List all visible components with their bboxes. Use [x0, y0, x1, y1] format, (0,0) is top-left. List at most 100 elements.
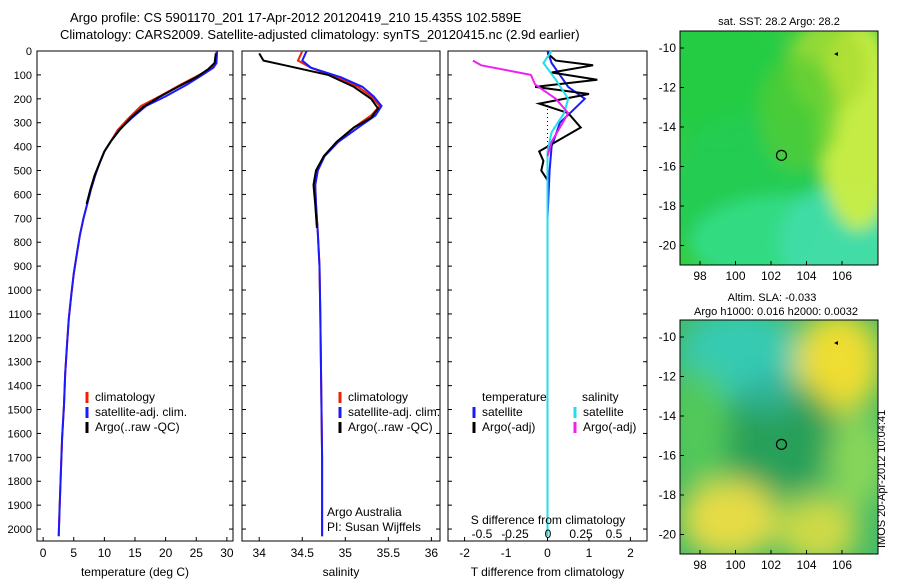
- xtick-label: 20: [159, 546, 173, 560]
- map-ytick-label: -18: [659, 199, 677, 213]
- legend-temp-title: temperature: [482, 390, 547, 404]
- ytick-label: 300: [14, 118, 32, 130]
- map-blob: [680, 366, 730, 484]
- legend-temp-label: climatology: [95, 390, 155, 404]
- series-line-3: [85, 53, 217, 205]
- xtick-label: -2: [459, 546, 470, 560]
- series-line-3: [258, 52, 380, 228]
- ytick-label: 400: [14, 142, 32, 154]
- xtick2-label: -0.5: [472, 527, 493, 541]
- xtick-label: 1: [586, 546, 593, 560]
- ytick-label: 1500: [8, 405, 32, 417]
- xtick-label: 34: [253, 546, 267, 560]
- map-ytick-label: -10: [659, 330, 677, 344]
- map-xtick-label: 100: [725, 558, 745, 572]
- panel-frame-salinity: [241, 50, 441, 542]
- map-ytick-label: -18: [659, 488, 677, 502]
- x-axis-label: T difference from climatology: [471, 565, 625, 579]
- ytick-label: 600: [14, 189, 32, 201]
- map-ytick-label: -12: [659, 81, 677, 95]
- ytick-label: 1300: [8, 357, 32, 369]
- map-xtick-label: 102: [761, 269, 781, 283]
- sst-map-title: sat. SST: 28.2 Argo: 28.2: [718, 16, 840, 28]
- ytick-label: 2000: [8, 524, 32, 536]
- map-blob: [719, 378, 839, 496]
- map-ytick-label: -10: [659, 41, 677, 55]
- xtick-label: 35.5: [377, 546, 401, 560]
- ytick-label: 100: [14, 70, 32, 82]
- ytick-label: 1700: [8, 452, 32, 464]
- legend-diff-label: Argo(-adj): [583, 420, 636, 434]
- ytick-label: 700: [14, 213, 32, 225]
- legend-temp-label: Argo(..raw -QC): [95, 420, 180, 434]
- map-field: [680, 31, 878, 265]
- map-xtick-label: 104: [796, 558, 816, 572]
- xtick2-label: -0.25: [501, 527, 529, 541]
- ytick-label: 1600: [8, 428, 32, 440]
- map-xtick-label: 106: [832, 558, 852, 572]
- map-field: [680, 320, 878, 554]
- xtick2-label: 0: [545, 527, 552, 541]
- annotation-line-1: Argo Australia: [327, 505, 402, 519]
- map-blob: [759, 54, 839, 172]
- xtick-label: 10: [98, 546, 112, 560]
- map-xtick-label: 104: [796, 269, 816, 283]
- ytick-label: 0: [26, 46, 32, 58]
- map-blob: [779, 495, 859, 554]
- legend-diff-label: satellite: [583, 405, 624, 419]
- xtick-label: 35: [339, 546, 353, 560]
- map-blob: [739, 366, 799, 414]
- ytick-label: 200: [14, 94, 32, 106]
- argo-position-marker: [775, 438, 788, 450]
- map-blob: [828, 413, 878, 508]
- map-blob: [680, 479, 779, 554]
- map-ytick-label: -14: [659, 120, 677, 134]
- ytick-label: 1800: [8, 476, 32, 488]
- xtick-label: 25: [190, 546, 204, 560]
- map-ytick-label: -20: [659, 239, 677, 253]
- legend-sal-label: satellite-adj. clim.: [348, 405, 440, 419]
- legend-temp-label: satellite-adj. clim.: [95, 405, 187, 419]
- map-ytick-label: -14: [659, 409, 677, 423]
- map-xtick-label: 98: [693, 269, 707, 283]
- arrow-marker: [834, 52, 838, 56]
- map-xtick-label: 102: [761, 558, 781, 572]
- legend-diff-label: Argo(-adj): [482, 420, 535, 434]
- annotation-line-2: PI: Susan Wijffels: [327, 520, 421, 534]
- map-frame: [679, 319, 879, 555]
- xtick-label: 15: [128, 546, 142, 560]
- sla-map-title-2: Argo h1000: 0.016 h2000: 0.0032: [694, 306, 858, 318]
- legend-diff-label: satellite: [482, 405, 523, 419]
- series-line-3: [542, 50, 570, 537]
- map-ytick-label: -16: [659, 449, 677, 463]
- series-line-4: [472, 59, 570, 157]
- x-axis-label: temperature (deg C): [81, 565, 189, 579]
- map-xtick-label: 106: [832, 269, 852, 283]
- ytick-label: 800: [14, 237, 32, 249]
- legend-sal-label: Argo(..raw -QC): [348, 420, 433, 434]
- argo-position-marker: [775, 149, 788, 161]
- ytick-label: 1400: [8, 381, 32, 393]
- map-ytick-label: -20: [659, 528, 677, 542]
- map-frame: [679, 30, 879, 266]
- panel-frame-temperature: [36, 50, 234, 542]
- ytick-label: 1100: [8, 309, 32, 321]
- map-ytick-label: -16: [659, 160, 677, 174]
- map-xtick-label: 98: [693, 558, 707, 572]
- x-axis-label: salinity: [323, 565, 360, 579]
- xtick-label: 2: [627, 546, 634, 560]
- xtick-label: -1: [501, 546, 512, 560]
- title-line-2: Climatology: CARS2009. Satellite-adjuste…: [60, 27, 580, 42]
- ytick-label: 500: [14, 166, 32, 178]
- xtick2-label: 0.25: [569, 527, 593, 541]
- ytick-label: 1900: [8, 500, 32, 512]
- series-line-2: [534, 52, 598, 204]
- ytick-label: 1200: [8, 333, 32, 345]
- title-line-1: Argo profile: CS 5901170_201 17-Apr-2012…: [70, 10, 522, 25]
- legend-sal-label: climatology: [348, 390, 408, 404]
- xtick-label: 30: [220, 546, 234, 560]
- arrow-marker: [834, 341, 838, 345]
- xtick-label: 0: [40, 546, 47, 560]
- xtick-label: 34.5: [291, 546, 315, 560]
